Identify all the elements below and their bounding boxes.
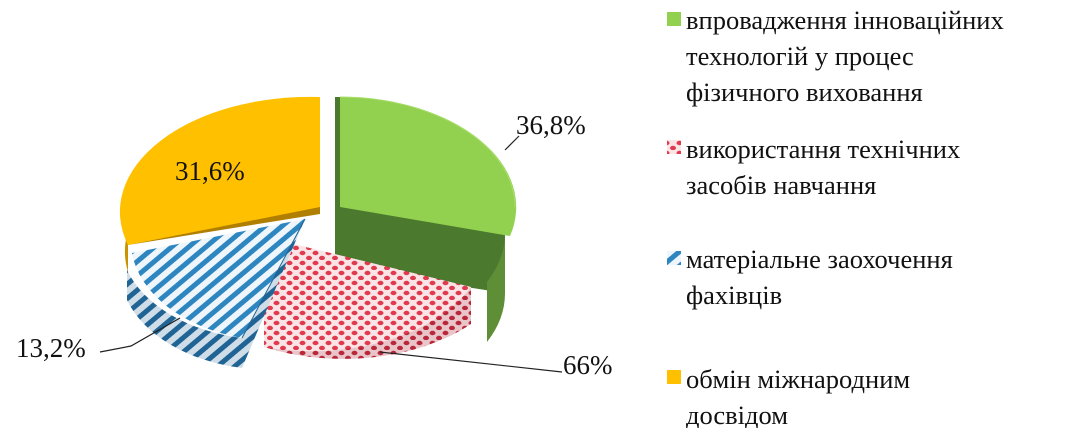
data-label-slice-0: 36,8% [516, 110, 586, 140]
legend-swatch [667, 370, 681, 384]
legend: впровадження інноваційних технологій у п… [667, 5, 1010, 428]
legend-swatch [667, 12, 681, 26]
legend-swatch [667, 251, 681, 265]
legend-entry-label: обмін міжнародним досвідом [686, 364, 917, 428]
data-label-slice-3: 31,6% [175, 156, 245, 186]
data-label-slice-2: 13,2% [16, 333, 86, 363]
pie-slice [335, 96, 517, 342]
pie-slice [119, 96, 320, 272]
legend-swatch [667, 140, 681, 154]
data-label-slice-1: 66% [563, 350, 613, 380]
legend-entry-label: впровадження інноваційних технологій у п… [686, 5, 1010, 107]
leader-line [504, 135, 520, 151]
pie-slice [127, 218, 306, 368]
leader-lines [99, 135, 563, 373]
leader-line [379, 351, 563, 373]
pie-slice [264, 237, 471, 359]
leader-line [99, 317, 181, 353]
legend-entry-label: матеріальне заохочення фахівців [686, 244, 959, 310]
legend-entry-label: використання технічних засобів навчання [686, 134, 967, 200]
